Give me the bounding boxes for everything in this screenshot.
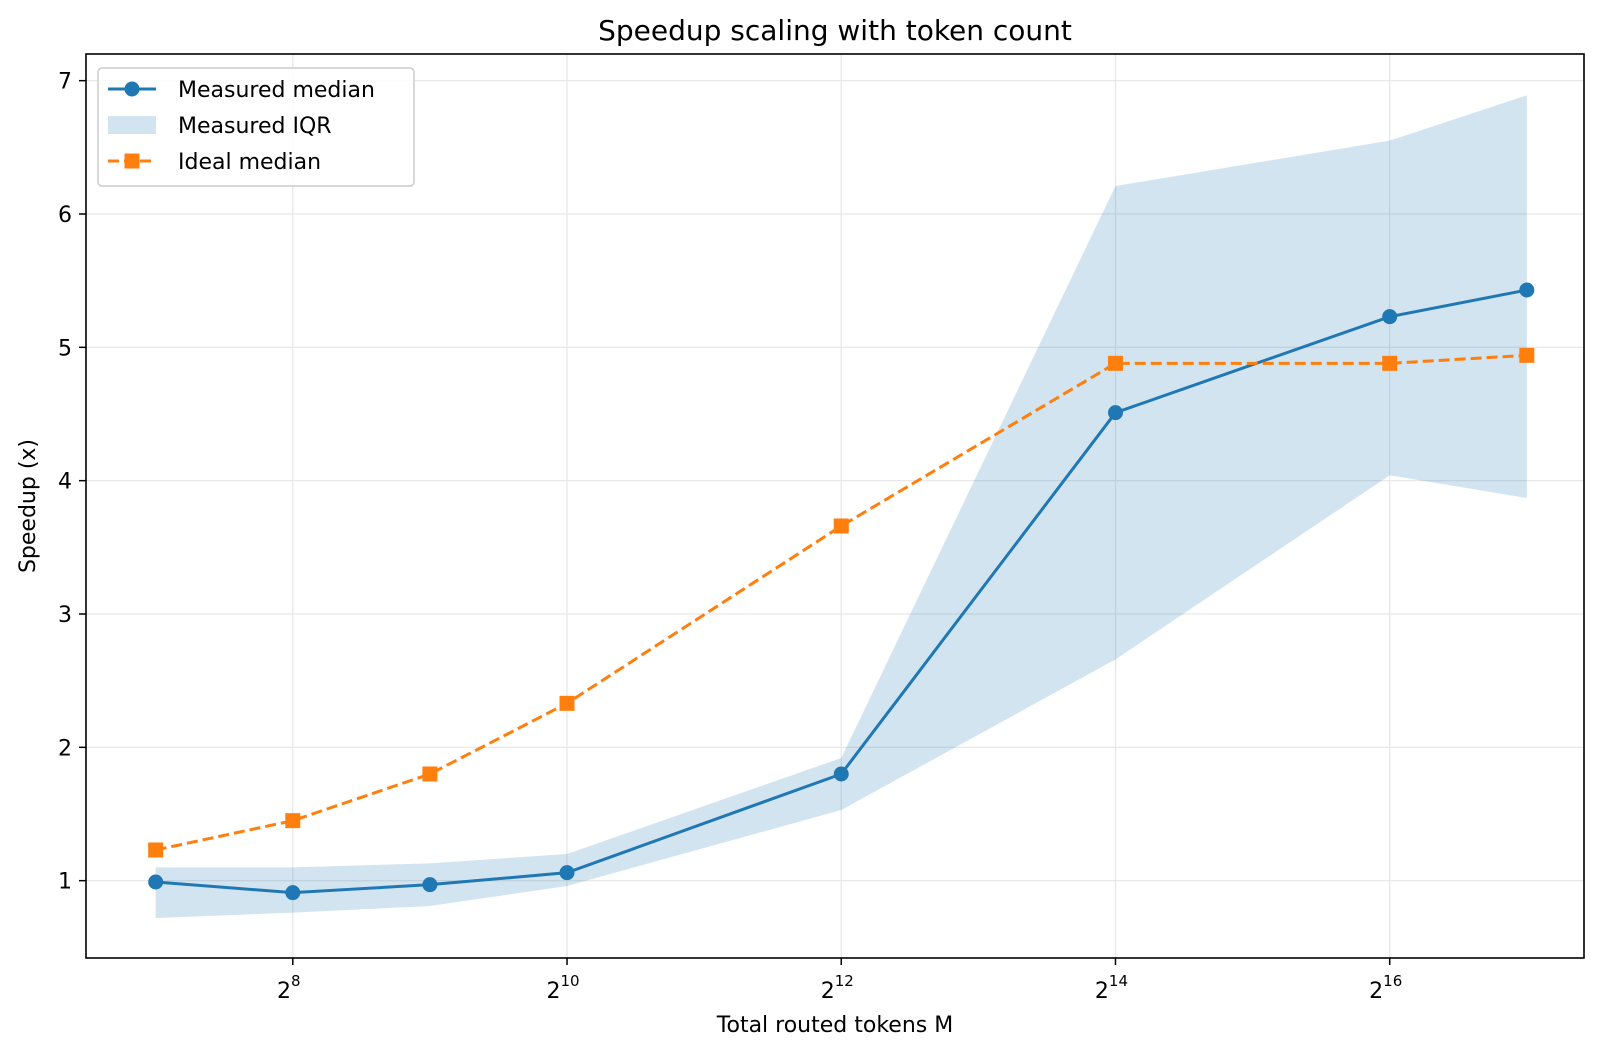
chart-title: Speedup scaling with token count [598, 14, 1072, 47]
measured-median-point [148, 874, 164, 890]
ideal-median-point [1382, 355, 1398, 371]
legend: Measured median Measured IQR Ideal median [97, 67, 415, 187]
y-tick-label: 4 [58, 470, 72, 495]
measured-median-point [1107, 405, 1123, 421]
legend-swatch-band [108, 116, 156, 134]
x-axis-label: Total routed tokens M [716, 1013, 953, 1038]
y-tick-label: 7 [58, 70, 72, 95]
x-tick-label: 214 [1095, 972, 1128, 1004]
ticks: 28 210 212 214 216 1 2 3 4 5 6 7 [58, 70, 1402, 1004]
legend-label: Measured IQR [178, 114, 332, 139]
measured-median-line [155, 288, 1528, 895]
y-tick-label: 1 [58, 870, 72, 895]
ideal-median-point [559, 695, 575, 711]
iqr-band [155, 95, 1527, 919]
iqr-band-layer [155, 95, 1527, 919]
ideal-median-point [285, 813, 301, 829]
grid [86, 54, 1584, 958]
y-tick-label: 2 [58, 736, 72, 761]
plot-frame [85, 53, 1585, 959]
x-tick-label: 210 [546, 972, 579, 1004]
ideal-median-point [1519, 347, 1535, 363]
measured-median-point [1382, 309, 1398, 325]
y-axis-label: Speedup (x) [16, 439, 41, 573]
x-tick-label: 216 [1369, 972, 1402, 1004]
ideal-median-point [148, 842, 164, 858]
legend-label: Ideal median [178, 150, 321, 175]
x-tick-label: 212 [821, 972, 854, 1004]
y-tick-label: 6 [58, 203, 72, 228]
legend-label: Measured median [178, 78, 375, 103]
y-tick-label: 3 [58, 603, 72, 628]
measured-median-point [1519, 282, 1535, 298]
measured-median-point [833, 766, 849, 782]
legend-box [97, 67, 415, 187]
ideal-median-point [422, 766, 438, 782]
ideal-median-point [1107, 355, 1123, 371]
ideal-median-line [155, 353, 1527, 852]
x-tick-label: 28 [277, 972, 301, 1004]
legend-marker-square [124, 153, 140, 169]
measured-median-point [559, 865, 575, 881]
y-tick-label: 5 [58, 336, 72, 361]
measured-median-point [422, 877, 438, 893]
series-layer [148, 282, 1535, 901]
measured-median-point [285, 885, 301, 901]
legend-marker-circle [124, 81, 140, 97]
ideal-median-point [833, 518, 849, 534]
